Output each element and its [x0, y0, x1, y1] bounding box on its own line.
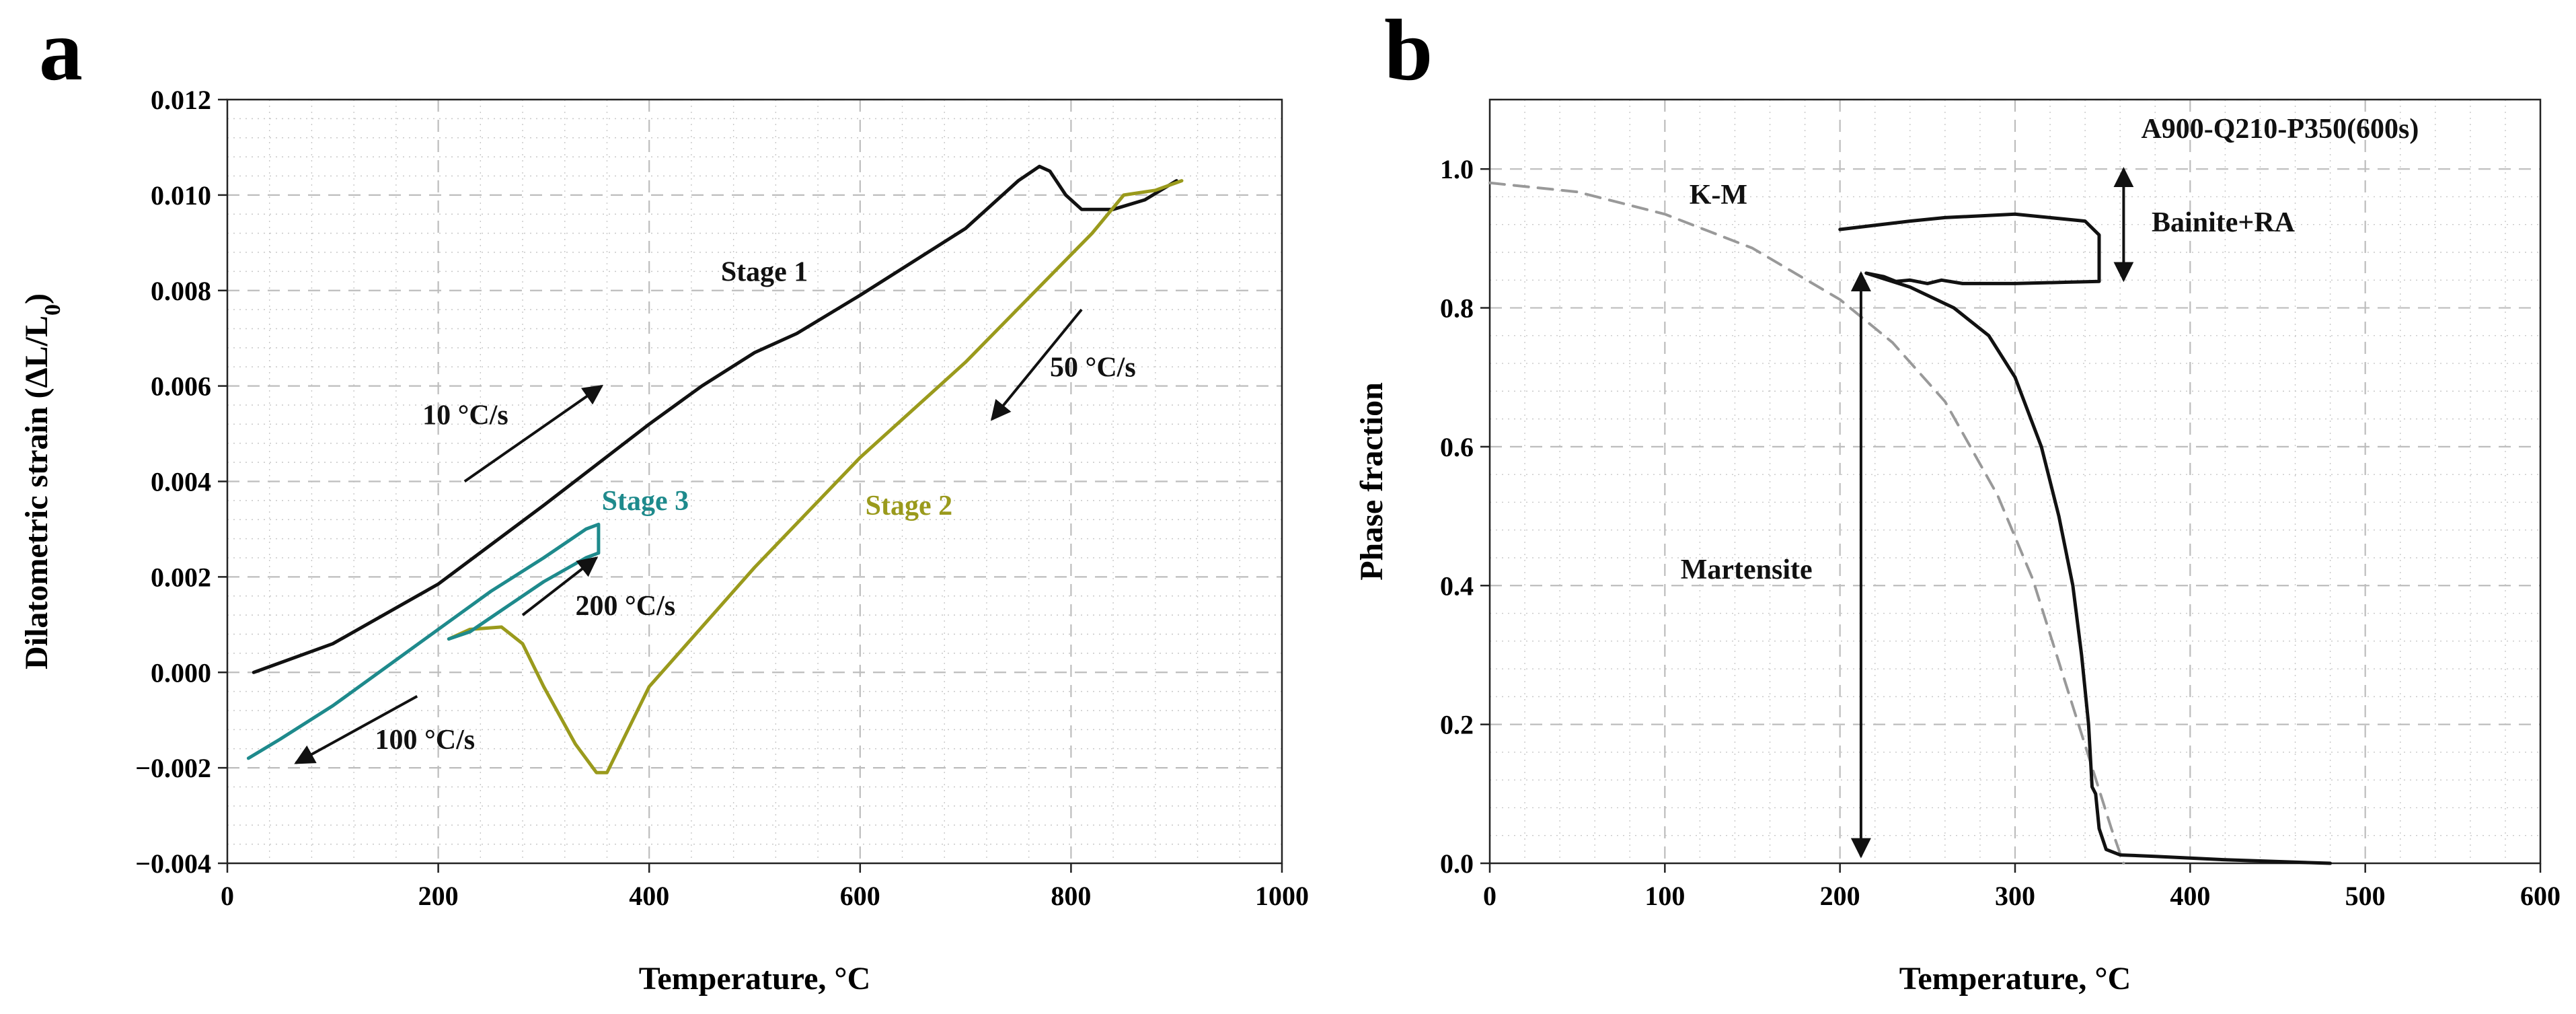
x-tick-label: 200: [1820, 881, 1860, 911]
y-tick-label: 0.0: [1440, 848, 1474, 879]
annotation-label: 200 °C/s: [575, 591, 675, 622]
y-tick-label: 1.0: [1440, 154, 1474, 184]
x-tick-label: 600: [840, 881, 880, 911]
y-tick-label: 0.2: [1440, 710, 1474, 740]
direction-arrow: [463, 384, 604, 483]
y-tick-label: 0.6: [1440, 432, 1474, 462]
x-tick-label: 200: [418, 881, 459, 911]
series-line-stage-1: [252, 164, 1178, 674]
x-tick-label: 400: [629, 881, 669, 911]
y-tick-label: −0.002: [135, 753, 211, 783]
annotation-label: 100 °C/s: [375, 725, 476, 756]
x-tick-label: 400: [2170, 881, 2210, 911]
direction-arrow: [294, 694, 418, 764]
panel-label-b: b: [1384, 2, 1433, 99]
series-line-k-m: [1488, 181, 2125, 865]
annotation-label: A900-Q210-P350(600s): [2141, 114, 2419, 145]
panel-label-a: a: [39, 2, 83, 99]
x-tick-label: 300: [1995, 881, 2035, 911]
y-tick-label: −0.004: [135, 848, 211, 879]
y-tick-label: 0.008: [151, 276, 211, 306]
x-tick-label: 100: [1644, 881, 1685, 911]
series-line-stage-2: [447, 179, 1184, 774]
y-tick-label: 0.8: [1440, 293, 1474, 324]
x-tick-label: 1000: [1255, 881, 1309, 911]
x-tick-label: 600: [2520, 881, 2561, 911]
direction-arrow: [521, 556, 599, 616]
annotation-label: 50 °C/s: [1050, 352, 1136, 383]
y-tick-label: 0.006: [151, 371, 211, 402]
y-tick-label: 0.002: [151, 562, 211, 592]
x-tick-label: 500: [2345, 881, 2386, 911]
annotation-label: Bainite+RA: [2152, 207, 2296, 238]
series-line-transformation-curve: [1838, 212, 2333, 865]
y-tick-label: 0.010: [151, 180, 211, 211]
annotation-label: Martensite: [1681, 554, 1813, 585]
x-tick-label: 0: [221, 881, 234, 911]
x-axis-title: Temperature, °C: [639, 961, 870, 997]
series-line-stage-3: [246, 522, 601, 760]
y-axis-title: Dilatometric strain (ΔL/L0): [19, 293, 65, 669]
y-tick-label: 0.012: [151, 85, 211, 115]
annotation-label: 10 °C/s: [422, 400, 508, 431]
x-axis-title: Temperature, °C: [1899, 961, 2131, 997]
annotation-label: Stage 1: [721, 257, 808, 288]
chart-panel-b: 0 100 200 300 400 500 600 0.0 0.2 0.4 0.6 0.8 1.0 Tem…: [1354, 98, 2561, 997]
annotation-label: Stage 2: [866, 491, 953, 521]
y-axis-title: Phase fraction: [1354, 382, 1390, 581]
y-tick-label: 0.004: [151, 467, 211, 497]
x-tick-label: 0: [1483, 881, 1497, 911]
x-tick-label: 800: [1051, 881, 1091, 911]
y-tick-label: 0.4: [1440, 571, 1474, 601]
chart-panel-a: 0 200 400 600 800 1000 −0.004 −0.002 0.000 0.002 0…: [19, 85, 1309, 997]
annotation-label: Stage 3: [602, 486, 689, 517]
direction-arrow: [990, 308, 1083, 421]
y-tick-label: 0.000: [151, 657, 211, 688]
annotation-label: K-M: [1690, 180, 1747, 211]
